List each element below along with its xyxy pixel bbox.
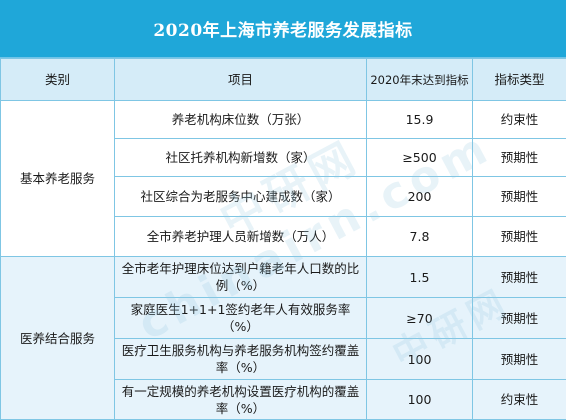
type-cell: 预期性 bbox=[472, 338, 566, 380]
type-cell: 预期性 bbox=[472, 297, 566, 339]
type-cell: 约束性 bbox=[472, 379, 566, 420]
table-row: 社区综合为老服务中心建成数（家） 200 预期性 bbox=[1, 176, 566, 217]
item-cell: 全市养老护理人员新增数（万人） bbox=[114, 216, 367, 257]
type-cell: 预期性 bbox=[472, 216, 566, 257]
type-cell: 预期性 bbox=[472, 138, 566, 177]
item-cell: 社区综合为老服务中心建成数（家） bbox=[114, 176, 367, 217]
category-cell: 医养结合服务 bbox=[0, 256, 115, 420]
target-cell: 200 bbox=[366, 176, 473, 217]
column-header-item: 项目 bbox=[114, 58, 367, 101]
target-cell: 100 bbox=[366, 379, 473, 420]
target-cell: ≥70 bbox=[366, 297, 473, 339]
item-cell: 全市老年护理床位达到户籍老年人口数的比例（%） bbox=[114, 256, 367, 298]
target-cell: 1.5 bbox=[366, 256, 473, 298]
target-cell: 7.8 bbox=[366, 216, 473, 257]
column-header-target: 2020年末达到指标 bbox=[366, 58, 473, 101]
type-cell: 预期性 bbox=[472, 176, 566, 217]
target-cell: ≥500 bbox=[366, 138, 473, 177]
table-header-row: 类别 项目 2020年末达到指标 指标类型 bbox=[0, 58, 566, 101]
table-title-bar: 2020年上海市养老服务发展指标 bbox=[0, 0, 566, 58]
item-cell: 社区托养机构新增数（家） bbox=[114, 138, 367, 177]
table-row: 基本养老服务 养老机构床位数（万张） 15.9 约束性 bbox=[0, 100, 566, 257]
table-row: 有一定规模的养老机构设置医疗机构的覆盖率（%） 100 约束性 bbox=[1, 379, 566, 420]
item-cell: 医疗卫生服务机构与养老服务机构签约覆盖率（%） bbox=[114, 338, 367, 380]
table-title: 2020年上海市养老服务发展指标 bbox=[153, 21, 413, 41]
column-header-category: 类别 bbox=[0, 58, 115, 101]
table-row: 医养结合服务 全市老年护理床位达到户籍老年人口数的比例（%） 1.5 预期性 bbox=[0, 256, 566, 420]
column-header-type: 指标类型 bbox=[472, 58, 566, 101]
item-cell: 养老机构床位数（万张） bbox=[114, 100, 367, 139]
type-cell: 预期性 bbox=[472, 256, 566, 298]
table-row: 社区托养机构新增数（家） ≥500 预期性 bbox=[1, 138, 566, 177]
category-cell: 基本养老服务 bbox=[0, 100, 115, 257]
indicator-table: 类别 项目 2020年末达到指标 指标类型 基本养老服务 养老机构床位数（万张）… bbox=[0, 58, 566, 420]
type-cell: 约束性 bbox=[472, 100, 566, 139]
table-row: 家庭医生1+1+1签约老年人有效服务率（%） ≥70 预期性 bbox=[1, 297, 566, 339]
item-cell: 家庭医生1+1+1签约老年人有效服务率（%） bbox=[114, 297, 367, 339]
target-cell: 15.9 bbox=[366, 100, 473, 139]
item-cell: 有一定规模的养老机构设置医疗机构的覆盖率（%） bbox=[114, 379, 367, 420]
target-cell: 100 bbox=[366, 338, 473, 380]
table-row: 医疗卫生服务机构与养老服务机构签约覆盖率（%） 100 预期性 bbox=[1, 338, 566, 380]
table-row: 全市养老护理人员新增数（万人） 7.8 预期性 bbox=[1, 216, 566, 257]
